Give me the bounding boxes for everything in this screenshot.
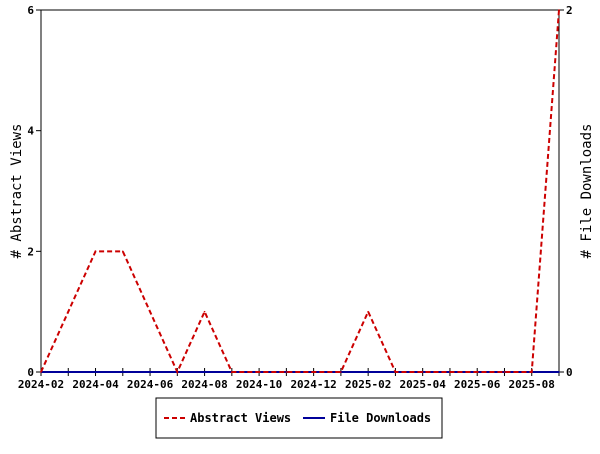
x-tick-label-2025-06: 2025-06 — [454, 378, 501, 391]
x-tick-label-2025-04: 2025-04 — [400, 378, 447, 391]
plot-frame — [40, 9, 560, 373]
data-point-file-downloads-2025-09 — [558, 371, 560, 373]
data-point-abstract-views-2025-05 — [449, 371, 451, 373]
legend-box — [155, 397, 443, 439]
data-point-abstract-views-2024-11 — [285, 371, 288, 373]
data-point-abstract-views-2025-04 — [421, 371, 424, 373]
data-point-abstract-views-2024-03 — [67, 310, 70, 313]
y-right-tick-label-2: 2 — [566, 4, 573, 17]
data-point-file-downloads-2024-05 — [121, 371, 124, 373]
series-lines — [40, 9, 560, 375]
data-point-abstract-views-2025-06 — [476, 371, 479, 373]
x-tick-label-2024-10: 2024-10 — [236, 378, 282, 391]
data-point-abstract-views-2025-02 — [367, 310, 369, 313]
data-point-abstract-views-2024-02 — [40, 371, 42, 373]
plot-area — [40, 9, 560, 373]
data-point-abstract-views-2024-08 — [203, 310, 206, 313]
data-point-abstract-views-2024-05 — [121, 250, 124, 253]
x-tick-label-2025-02: 2025-02 — [345, 378, 391, 391]
data-point-file-downloads-2025-02 — [367, 371, 369, 373]
data-point-abstract-views-2025-08 — [530, 371, 533, 373]
x-tick-label-2024-08: 2024-08 — [181, 378, 227, 391]
legend-label-file-downloads: File Downloads — [330, 411, 431, 425]
data-point-abstract-views-2024-12 — [312, 371, 315, 373]
series-line-abstract-views — [40, 9, 560, 375]
x-tick-label-2024-04: 2024-04 — [72, 378, 119, 391]
y-axis-left-title: # Abstract Views — [9, 124, 25, 259]
data-point-abstract-views-2024-09 — [231, 371, 233, 373]
data-point-file-downloads-2024-03 — [67, 371, 70, 373]
x-tick-label-2024-02: 2024-02 — [18, 378, 64, 391]
x-tick-label-2024-12: 2024-12 — [290, 378, 336, 391]
data-point-abstract-views-2025-09 — [558, 9, 560, 11]
data-point-file-downloads-2024-06 — [149, 371, 151, 373]
y-right-tick-label-0: 0 — [566, 366, 573, 379]
right-axis: 02 — [559, 4, 573, 379]
data-point-abstract-views-2025-07 — [503, 371, 506, 373]
y-left-tick-label-6: 6 — [27, 4, 34, 17]
y-axis-right-title: # File Downloads — [579, 124, 595, 259]
x-tick-label-2024-06: 2024-06 — [127, 378, 174, 391]
legend: Abstract Views File Downloads — [155, 397, 443, 439]
data-point-file-downloads-2024-04 — [94, 371, 97, 373]
x-tick-label-2025-08: 2025-08 — [509, 378, 555, 391]
y-left-tick-label-2: 2 — [27, 245, 34, 258]
data-point-abstract-views-2024-10 — [258, 371, 260, 373]
data-point-file-downloads-2024-08 — [203, 371, 206, 373]
data-point-abstract-views-2025-03 — [394, 371, 397, 373]
data-point-abstract-views-2024-06 — [149, 310, 151, 313]
data-point-abstract-views-2025-01 — [340, 371, 342, 373]
y-left-tick-label-4: 4 — [27, 125, 34, 138]
data-point-abstract-views-2024-04 — [94, 250, 97, 253]
data-point-abstract-views-2024-07 — [176, 371, 179, 373]
legend-label-abstract-views: Abstract Views — [190, 411, 291, 425]
left-axis: 0 2 4 6 — [27, 4, 41, 379]
y-left-tick-label-0: 0 — [27, 366, 34, 379]
